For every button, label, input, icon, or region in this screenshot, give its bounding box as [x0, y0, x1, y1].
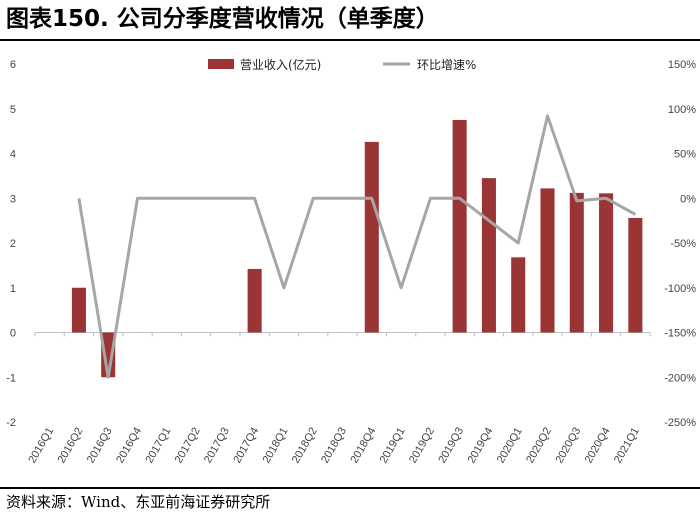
- x-tick-label: 2018Q1: [261, 426, 291, 466]
- x-tick-label: 2020Q3: [553, 426, 583, 466]
- x-tick-label: 2017Q1: [143, 426, 173, 466]
- qoq-growth-line: [77, 114, 637, 379]
- y-right-tick-label: -50%: [670, 238, 696, 250]
- legend: 营业收入(亿元) 环比增速%: [208, 57, 476, 72]
- revenue-bar: [481, 178, 496, 333]
- source-note: 资料来源：Wind、东亚前海证券研究所: [6, 493, 271, 511]
- x-tick-label: 2018Q3: [319, 426, 349, 466]
- x-tick-label: 2019Q3: [436, 426, 466, 466]
- y-right-tick-label: 100%: [668, 104, 696, 116]
- y-right-tick-label: 150%: [668, 59, 696, 71]
- revenue-bar: [511, 257, 526, 333]
- x-tick-label: 2017Q4: [231, 426, 261, 466]
- x-tick-label: 2019Q4: [466, 426, 496, 466]
- revenue-bar: [71, 287, 86, 333]
- revenue-bar: [540, 188, 555, 333]
- tick-labels: 6 5 4 3 2 1 0 -1 -2 150% 100% 50% 0% -50% -100% -150% -2…: [6, 59, 696, 465]
- revenue-bar: [599, 193, 614, 333]
- x-tick-label: 2020Q2: [524, 426, 554, 466]
- x-tick-label: 2017Q2: [173, 426, 203, 466]
- legend-label-revenue: 营业收入(亿元): [240, 57, 321, 72]
- y-left-tick-label: -2: [6, 417, 16, 429]
- axes: [34, 332, 651, 337]
- legend-swatch-bar: [208, 59, 234, 69]
- y-left-tick-label: 6: [10, 59, 16, 71]
- line-series: [77, 114, 637, 379]
- y-right-tick-label: -200%: [664, 372, 696, 384]
- y-right-tick-label: 0%: [680, 193, 696, 205]
- source-divider: [0, 487, 700, 489]
- legend-label-growth: 环比增速%: [417, 58, 476, 72]
- y-left-tick-label: 3: [10, 193, 16, 205]
- revenue-bar: [628, 217, 643, 333]
- page-title: 图表150. 公司分季度营收情况（单季度）: [6, 6, 439, 32]
- y-left-tick-label: 5: [10, 104, 16, 116]
- revenue-bar: [569, 192, 584, 333]
- y-right-tick-label: 50%: [674, 149, 696, 161]
- y-right-tick-label: -150%: [664, 328, 696, 340]
- y-right-tick-label: -100%: [664, 283, 696, 295]
- x-tick-label: 2018Q4: [348, 426, 378, 466]
- x-tick-label: 2019Q1: [378, 426, 408, 466]
- x-tick-label: 2016Q2: [56, 426, 86, 466]
- x-tick-label: 2020Q1: [495, 426, 525, 466]
- title-divider: [0, 39, 700, 41]
- bar-series: [71, 119, 643, 378]
- y-left-tick-label: -1: [6, 372, 16, 384]
- x-tick-label: 2019Q2: [407, 426, 437, 466]
- chart: 营业收入(亿元) 环比增速% 6 5 4 3 2 1 0 -1 -2 150% 100% 50% 0% -5…: [6, 57, 696, 465]
- y-left-tick-label: 2: [10, 238, 16, 250]
- revenue-bar: [364, 141, 379, 333]
- y-left-tick-label: 0: [10, 328, 16, 340]
- y-right-tick-label: -250%: [664, 417, 696, 429]
- y-left-tick-label: 4: [10, 149, 16, 161]
- revenue-bar: [247, 268, 262, 333]
- x-tick-label: 2021Q1: [612, 426, 642, 466]
- x-tick-label: 2016Q3: [85, 426, 115, 466]
- x-tick-label: 2020Q4: [583, 426, 613, 466]
- x-tick-label: 2018Q2: [290, 426, 320, 466]
- x-tick-label: 2016Q1: [26, 426, 56, 466]
- x-tick-label: 2017Q3: [202, 426, 232, 466]
- y-left-tick-label: 1: [10, 283, 16, 295]
- revenue-bar: [452, 119, 467, 333]
- x-tick-label: 2016Q4: [114, 426, 144, 466]
- revenue-bar: [101, 332, 116, 378]
